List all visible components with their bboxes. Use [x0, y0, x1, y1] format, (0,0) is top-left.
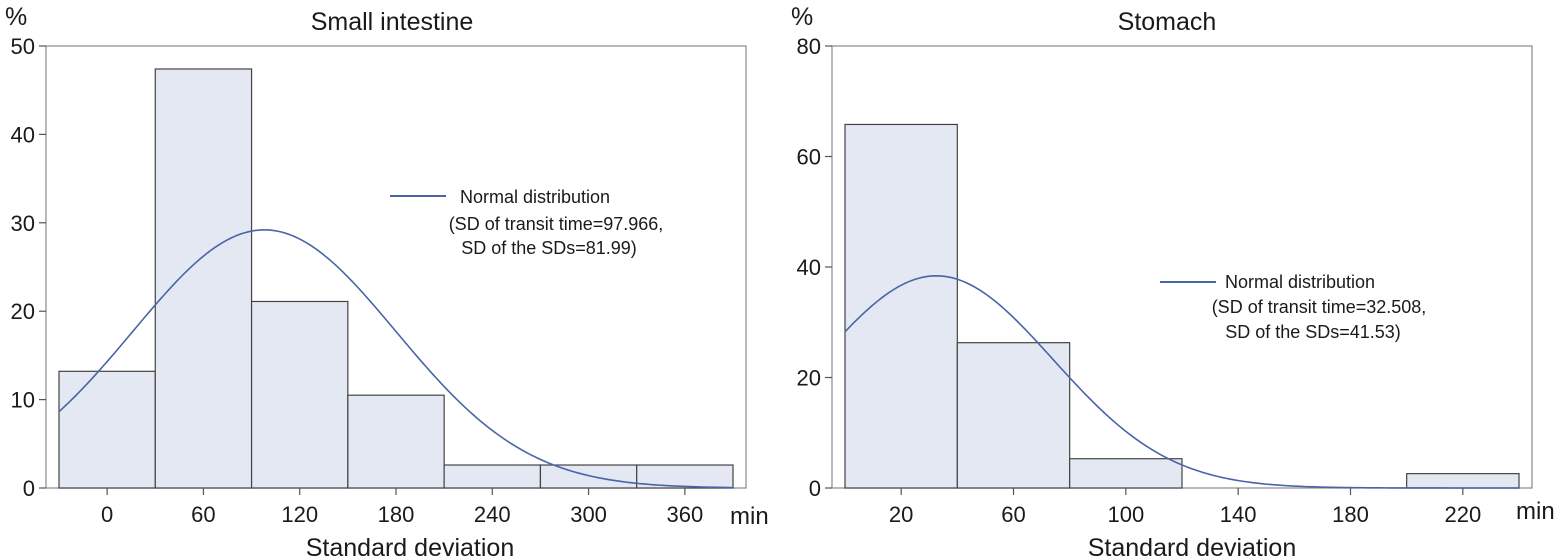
x-tick-label: 120: [281, 502, 318, 527]
x-axis-unit: min: [1516, 498, 1555, 525]
histogram-bar: [1406, 473, 1520, 489]
y-tick-label: 0: [809, 476, 821, 501]
x-axis-label: Standard deviation: [306, 534, 514, 560]
chart-title: Small intestine: [311, 8, 474, 36]
histogram-bar: [154, 68, 253, 489]
y-axis-label: %: [5, 3, 27, 31]
x-tick-label: 220: [1444, 502, 1481, 527]
y-tick-label: 20: [11, 299, 35, 324]
y-tick-label: 20: [797, 366, 821, 391]
y-tick-label: 30: [11, 211, 35, 236]
histogram-bar: [250, 300, 349, 489]
x-tick-label: 20: [889, 502, 913, 527]
x-tick-label: 360: [666, 502, 703, 527]
y-tick-label: 40: [11, 122, 35, 147]
legend-detail-line: SD of the SDs=41.53): [1225, 322, 1401, 342]
legend-label: Normal distribution: [460, 187, 610, 207]
x-tick-label: 300: [570, 502, 607, 527]
x-tick-label: 180: [378, 502, 415, 527]
histogram-bar: [443, 464, 542, 489]
legend-detail-line: SD of the SDs=81.99): [461, 238, 637, 258]
y-tick-label: 40: [797, 255, 821, 280]
x-tick-label: 240: [474, 502, 511, 527]
legend-detail-line: (SD of transit time=97.966,: [449, 214, 664, 234]
x-tick-label: 60: [1001, 502, 1025, 527]
normal-distribution-curve: [844, 275, 1519, 489]
x-tick-label: 60: [191, 502, 215, 527]
histogram-bar: [844, 123, 958, 489]
histogram-bar: [956, 342, 1071, 489]
normal-distribution-curve: [58, 229, 734, 489]
histogram-bar: [539, 464, 638, 489]
legend-label: Normal distribution: [1225, 272, 1375, 292]
y-tick-label: 60: [797, 145, 821, 170]
x-tick-label: 180: [1332, 502, 1369, 527]
histogram-bar: [347, 394, 445, 489]
histogram-bar: [58, 370, 156, 489]
y-tick-label: 0: [23, 476, 35, 501]
x-axis-label: Standard deviation: [1088, 534, 1296, 560]
x-tick-label: 100: [1107, 502, 1144, 527]
y-axis-label: %: [791, 3, 813, 31]
x-axis-unit: min: [730, 503, 769, 530]
x-tick-label: 0: [101, 502, 113, 527]
chart-title: Stomach: [1118, 8, 1217, 36]
y-tick-label: 10: [11, 388, 35, 413]
legend-detail-line: (SD of transit time=32.508,: [1212, 297, 1427, 317]
y-tick-label: 80: [797, 34, 821, 59]
histogram-bar: [1069, 458, 1183, 489]
y-tick-label: 50: [11, 34, 35, 59]
x-tick-label: 140: [1220, 502, 1257, 527]
